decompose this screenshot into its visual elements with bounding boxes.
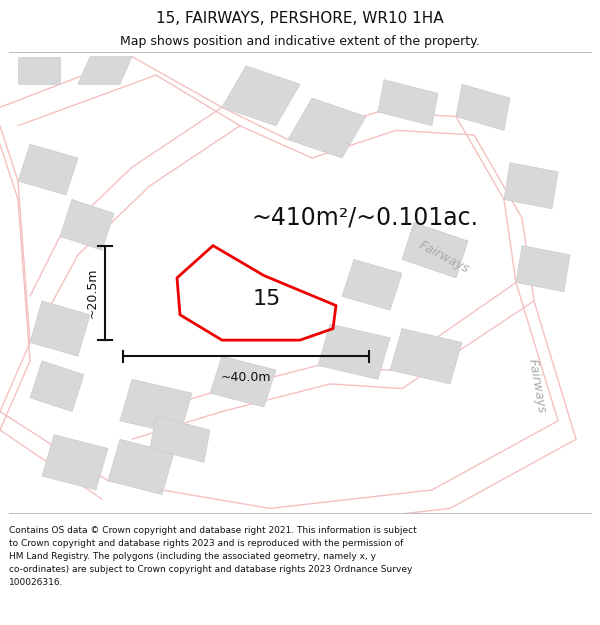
Text: Fairways: Fairways (526, 358, 548, 414)
Text: Map shows position and indicative extent of the property.: Map shows position and indicative extent… (120, 36, 480, 48)
Polygon shape (456, 84, 510, 131)
Text: ~40.0m: ~40.0m (221, 371, 271, 384)
Polygon shape (378, 79, 438, 126)
Polygon shape (30, 301, 90, 356)
Text: ~20.5m: ~20.5m (85, 268, 98, 318)
Text: 15: 15 (253, 289, 281, 309)
Polygon shape (210, 356, 276, 407)
Polygon shape (120, 379, 192, 434)
Polygon shape (342, 259, 402, 310)
Text: ~410m²/~0.101ac.: ~410m²/~0.101ac. (252, 206, 479, 230)
Text: Contains OS data © Crown copyright and database right 2021. This information is : Contains OS data © Crown copyright and d… (9, 526, 417, 587)
Polygon shape (390, 329, 462, 384)
Polygon shape (516, 246, 570, 292)
Polygon shape (222, 66, 300, 126)
Polygon shape (108, 439, 174, 494)
Polygon shape (150, 416, 210, 462)
Polygon shape (318, 324, 390, 379)
Polygon shape (18, 57, 60, 84)
Polygon shape (78, 57, 132, 84)
Polygon shape (402, 222, 468, 278)
Polygon shape (18, 144, 78, 195)
Text: Fairways: Fairways (416, 238, 472, 276)
Polygon shape (60, 199, 114, 250)
Polygon shape (30, 361, 84, 412)
Polygon shape (504, 162, 558, 209)
Polygon shape (42, 434, 108, 490)
Polygon shape (288, 98, 366, 158)
Text: 15, FAIRWAYS, PERSHORE, WR10 1HA: 15, FAIRWAYS, PERSHORE, WR10 1HA (156, 11, 444, 26)
